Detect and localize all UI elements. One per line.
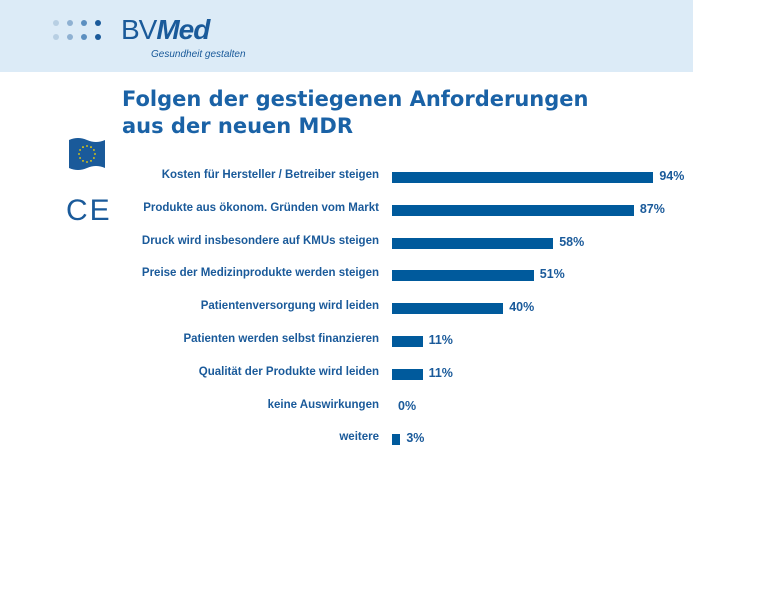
bar — [392, 204, 634, 216]
chart-title: Folgen der gestiegenen Anforderungen aus… — [122, 86, 588, 140]
category-label: Kosten für Hersteller / Betreiber steige… — [161, 169, 379, 181]
bvmed-logo: BVMed — [121, 14, 210, 45]
ce-mark-icon: CE — [66, 194, 112, 227]
category-label: Patientenversorgung wird leiden — [200, 300, 379, 313]
value-label: 11% — [428, 333, 453, 347]
bar — [392, 434, 401, 446]
category-label: keine Auswirkungen — [267, 398, 379, 411]
category-label: Druck wird insbesondere auf KMUs steigen — [141, 234, 379, 247]
value-label: 3% — [406, 431, 425, 446]
bar — [392, 368, 423, 380]
category-label: Qualität der Produkte wird leiden — [198, 365, 379, 378]
title-line-2: aus der neuen MDR — [122, 114, 354, 138]
category-label: Preise der Medizinprodukte werden steige… — [141, 267, 379, 280]
bar — [392, 336, 423, 347]
value-label: 58% — [559, 234, 585, 249]
title-line-1: Folgen der gestiegenen Anforderungen — [122, 87, 589, 111]
value-label: 40% — [509, 300, 535, 315]
bar — [392, 237, 554, 249]
category-label: weitere — [339, 431, 379, 444]
value-label: 0% — [398, 398, 417, 413]
eu-flag-icon — [69, 138, 105, 170]
value-label: 11% — [428, 365, 453, 380]
bar — [392, 172, 654, 183]
category-label: Patienten werden selbst finanzieren — [183, 333, 379, 345]
bar — [392, 270, 534, 282]
bar — [392, 303, 504, 315]
value-label: 51% — [539, 267, 565, 282]
value-label: 94% — [659, 169, 685, 183]
category-label: Produkte aus ökonom. Gründen vom Markt — [143, 201, 379, 214]
value-label: 87% — [639, 201, 665, 216]
tagline: Gesundheit gestalten — [151, 49, 246, 60]
header-band: BVMed Gesundheit gestalten — [0, 0, 693, 72]
